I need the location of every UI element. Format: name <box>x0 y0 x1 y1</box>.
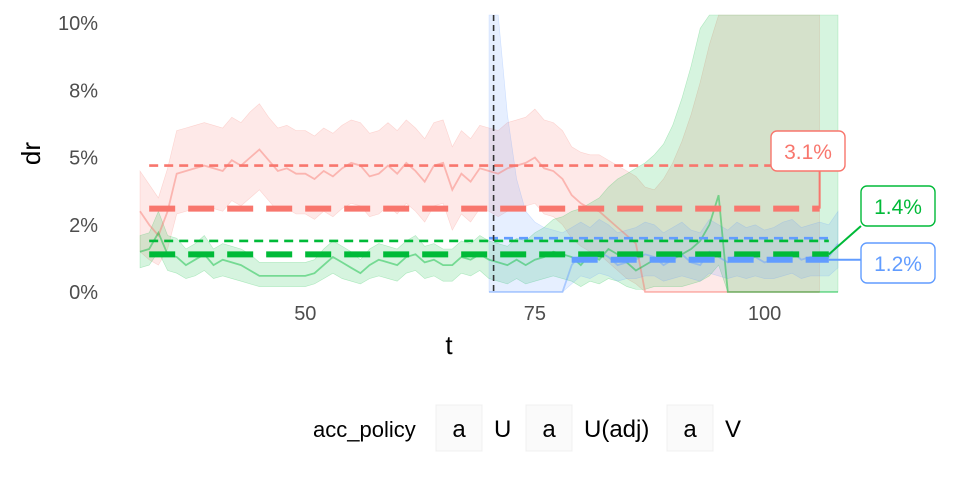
value-label-u: 3.1% <box>784 141 832 164</box>
legend-key-v <box>666 404 714 452</box>
end-value-labels: 3.1% 1.4% 1.2% <box>770 130 936 284</box>
y-tick-label: 10% <box>58 13 98 35</box>
y-tick-label: 5% <box>69 148 98 170</box>
ribbon-u-adj <box>139 14 839 293</box>
legend-glyph-u: a <box>452 416 466 443</box>
label-leader-u-adj <box>828 225 862 256</box>
legend-glyph-v: a <box>683 416 697 443</box>
confidence-ribbons <box>139 14 839 293</box>
value-label-v: 1.2% <box>874 253 922 276</box>
legend-title: acc_policy <box>313 417 416 442</box>
value-label-u-adj: 1.4% <box>874 196 922 219</box>
y-tick-label: 0% <box>69 282 98 304</box>
label-box-u-adj <box>860 185 936 227</box>
y-axis-title: dr <box>16 142 46 165</box>
label-box-v <box>860 242 936 284</box>
label-box-u <box>770 130 846 172</box>
series-line-u-adj <box>139 194 838 293</box>
x-axis-title: t <box>445 330 453 360</box>
legend-label-u-adj: U(adj) <box>584 416 649 443</box>
legend-label-u: U <box>494 416 511 443</box>
y-tick-label: 2% <box>69 215 98 237</box>
y-axis-ticks: 0% 2% 5% 8% 10% <box>58 13 98 304</box>
x-tick-label: 75 <box>524 303 546 325</box>
legend-label-v: V <box>725 416 741 443</box>
x-tick-label: 50 <box>294 303 316 325</box>
x-axis-ticks: 50 75 100 <box>294 303 781 325</box>
x-tick-label: 100 <box>748 303 781 325</box>
y-tick-label: 8% <box>69 80 98 102</box>
legend-key-u-adj <box>525 404 573 452</box>
mean-reference-lines <box>149 164 829 263</box>
legend-key-u <box>435 404 483 452</box>
ribbon-v <box>488 14 839 293</box>
legend-glyph-u-adj: a <box>542 416 556 443</box>
series-line-u <box>139 148 820 293</box>
